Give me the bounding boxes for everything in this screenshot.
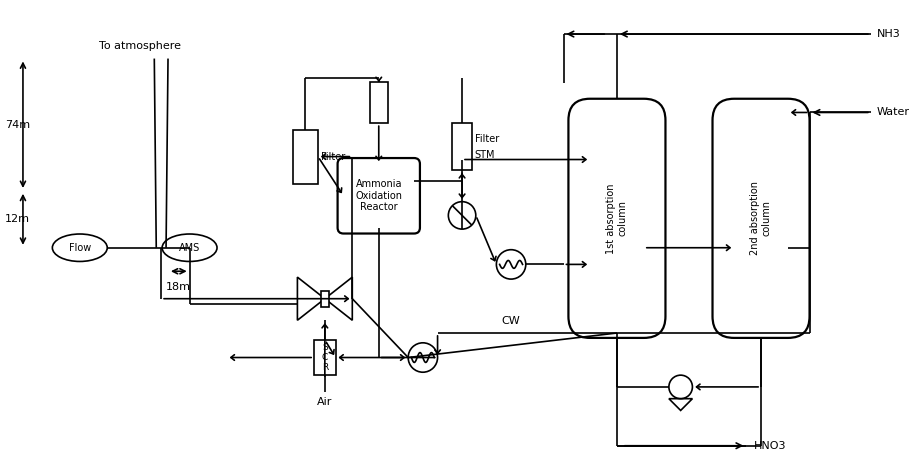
Text: CW: CW [501,316,520,326]
Text: Filter: Filter [321,151,345,162]
Text: 12m: 12m [5,214,30,224]
Text: 18m: 18m [166,282,192,292]
Text: Air: Air [317,397,332,407]
Text: Ammonia
Oxidation
Reactor: Ammonia Oxidation Reactor [355,179,403,212]
Text: NH3: NH3 [876,29,900,39]
FancyBboxPatch shape [321,291,329,307]
Text: 2nd absorption
column: 2nd absorption column [750,182,771,255]
Text: S
C
R: S C R [321,343,328,372]
Text: HNO3: HNO3 [754,441,787,451]
Text: AMS: AMS [179,243,200,253]
Text: 1st absorption
column: 1st absorption column [606,183,628,254]
Text: Water: Water [876,107,909,117]
Text: Flow: Flow [68,243,91,253]
Text: Filter: Filter [475,134,499,144]
Text: STM: STM [475,150,496,159]
Text: To atmosphere: To atmosphere [100,41,182,51]
Text: 74m: 74m [5,120,30,130]
